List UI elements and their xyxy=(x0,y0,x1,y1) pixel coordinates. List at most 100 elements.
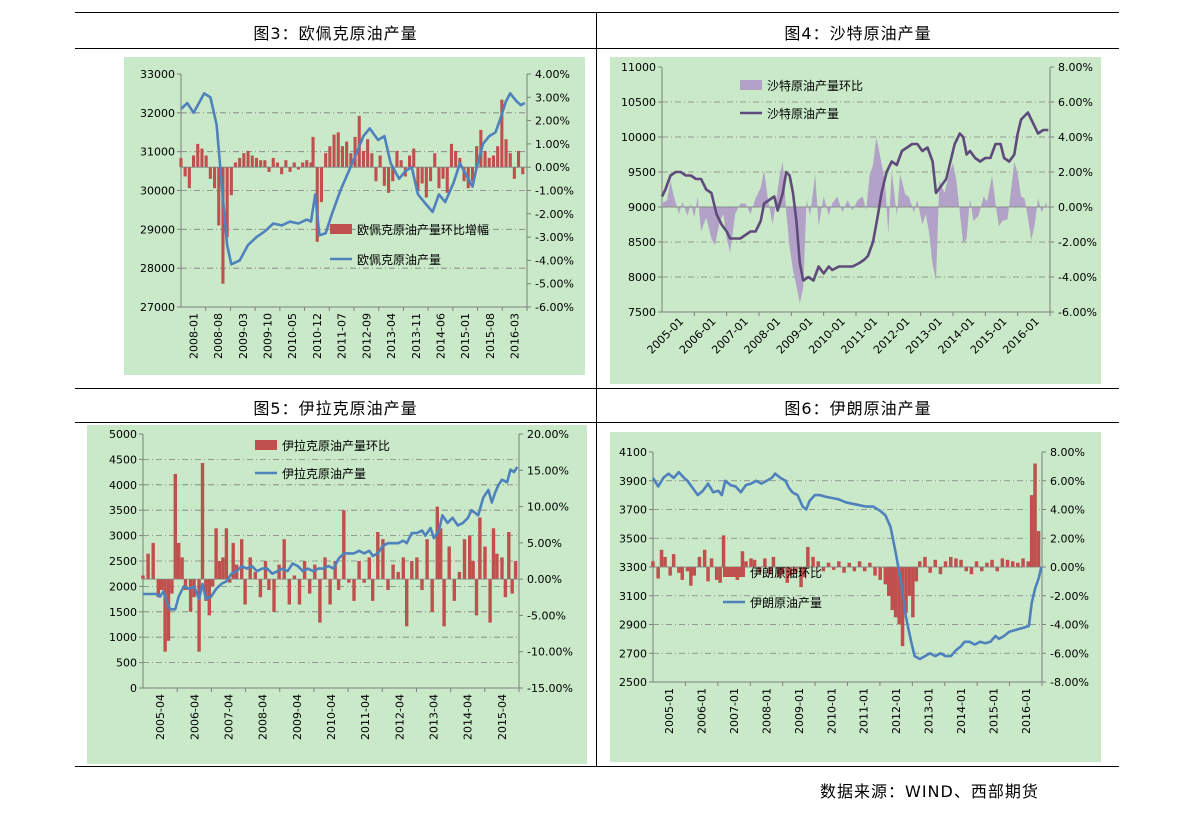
change-bar xyxy=(309,162,313,168)
change-bar xyxy=(495,553,499,580)
chart-title-3: 图3：欧佩克原油产量 xyxy=(253,24,418,43)
change-bar xyxy=(151,542,155,580)
change-bar xyxy=(387,167,391,193)
change-bar xyxy=(267,167,271,172)
change-bar xyxy=(887,567,891,596)
change-bar xyxy=(180,557,184,580)
change-bar xyxy=(478,517,482,580)
right-axis-label: -10.00% xyxy=(527,646,573,659)
change-bar xyxy=(328,146,332,168)
x-axis-label: 2009-01 xyxy=(793,688,806,734)
change-bar xyxy=(243,579,247,605)
change-bar xyxy=(242,153,246,168)
change-bar xyxy=(475,146,479,168)
change-bar xyxy=(990,559,994,567)
change-bar xyxy=(424,167,428,198)
change-bar xyxy=(974,561,979,568)
change-bar xyxy=(780,567,784,575)
right-axis-label: -4.00% xyxy=(535,254,574,267)
change-bar xyxy=(238,157,242,168)
right-axis-label: 3.00% xyxy=(535,91,570,104)
chart-title-5: 图5：伊拉克原油产量 xyxy=(253,399,418,418)
change-bar xyxy=(794,567,798,573)
change-bar xyxy=(253,571,257,580)
x-axis-label: 2012-04 xyxy=(393,694,406,740)
change-bar xyxy=(449,143,453,168)
right-axis-label: -8.00% xyxy=(1050,676,1089,689)
change-bar xyxy=(454,150,458,168)
right-axis-label: 0.00% xyxy=(535,161,570,174)
change-bar xyxy=(721,535,726,567)
change-bar xyxy=(213,167,217,189)
change-bar xyxy=(382,167,386,186)
right-axis-label: 0.00% xyxy=(527,573,562,586)
x-axis-label: 2011-07 xyxy=(336,313,349,359)
change-bar xyxy=(362,579,366,583)
change-bar xyxy=(332,134,336,168)
change-bar xyxy=(500,557,504,580)
right-axis-label: -3.00% xyxy=(535,231,574,244)
change-bar xyxy=(470,167,474,182)
change-bar xyxy=(954,558,958,567)
legend-bar-label: 沙特原油产量环比 xyxy=(767,78,863,93)
left-axis-label: 3100 xyxy=(619,590,647,603)
change-bar xyxy=(430,579,434,612)
change-bar xyxy=(374,167,378,182)
change-bar xyxy=(933,559,937,567)
change-bar xyxy=(900,567,905,647)
production-line xyxy=(180,92,526,266)
saudi-production-chart: 11000 10500 10000 9500 9000 8500 8000 7500 8.00%… xyxy=(621,61,1097,357)
change-bar xyxy=(943,561,948,568)
x-axis-label: 2013-11 xyxy=(410,313,423,359)
chart-panel-iran: 4100 3900 3700 3500 3300 3100 2900 2700 2500 8.00… xyxy=(610,432,1101,762)
bottom-rule xyxy=(75,766,1119,767)
change-bar xyxy=(196,143,200,168)
change-bar xyxy=(391,167,395,182)
right-axis-label: 0.00% xyxy=(1050,561,1085,574)
change-bar xyxy=(287,579,291,605)
change-bar xyxy=(156,579,160,598)
change-bar xyxy=(462,167,466,182)
legend-bar-swatch xyxy=(740,80,762,90)
change-bar xyxy=(811,556,815,567)
change-bar xyxy=(457,571,462,580)
change-bar xyxy=(275,162,279,168)
x-axis-label: 2011-01 xyxy=(858,688,871,734)
change-bar xyxy=(1029,495,1034,567)
change-bar xyxy=(208,167,212,179)
change-bar xyxy=(706,567,710,582)
left-axis-label: 11000 xyxy=(621,61,656,74)
change-bar xyxy=(204,155,208,168)
right-axis-label: 10.00% xyxy=(527,501,569,514)
change-bar xyxy=(214,528,218,580)
left-axis-label: 33000 xyxy=(140,68,175,81)
change-bar xyxy=(163,579,167,652)
change-bar xyxy=(878,567,882,580)
change-bar xyxy=(468,535,472,580)
change-bar xyxy=(702,549,707,568)
x-axis-label: 2015-04 xyxy=(496,694,509,740)
right-axis-label: -6.00% xyxy=(1050,647,1089,660)
change-bar xyxy=(429,167,433,182)
left-axis-label: 3000 xyxy=(109,530,137,543)
right-axis-label: 0.00% xyxy=(1058,201,1093,214)
x-axis-label: 2016-01 xyxy=(1020,688,1033,734)
change-bar xyxy=(883,567,888,585)
right-axis-label: -2.00% xyxy=(535,208,574,221)
x-axis-label: 2010-05 xyxy=(286,313,299,359)
change-bar xyxy=(483,546,487,580)
change-bar xyxy=(342,510,346,580)
change-bar xyxy=(897,567,901,625)
change-bar xyxy=(763,558,767,567)
change-bar xyxy=(308,579,312,594)
change-bar xyxy=(709,558,714,567)
left-axis-label: 10000 xyxy=(621,131,656,144)
change-bar xyxy=(217,561,222,580)
change-bar xyxy=(718,567,722,583)
change-bar xyxy=(188,579,193,612)
change-bar xyxy=(692,567,696,576)
change-bar xyxy=(183,579,188,590)
x-axis-label: 2014-01 xyxy=(955,688,968,734)
legend-bar-label: 伊朗原油环比 xyxy=(750,566,822,580)
change-bar xyxy=(776,567,781,578)
